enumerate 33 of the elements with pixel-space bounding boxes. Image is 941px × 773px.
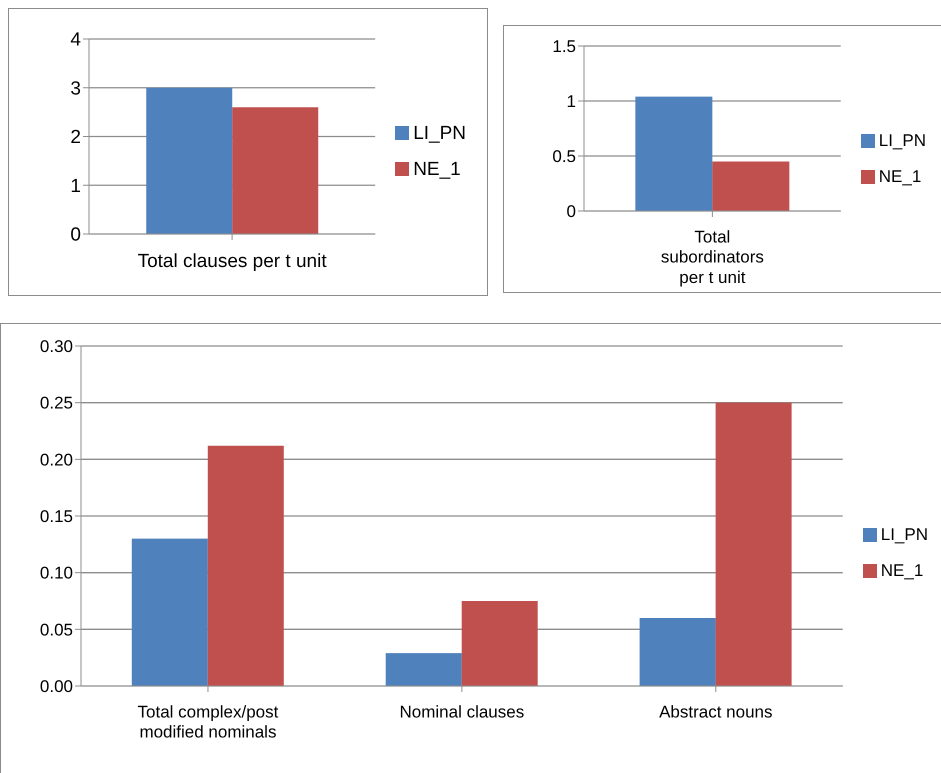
- legend-label: NE_1: [878, 166, 922, 186]
- legend-label: NE_1: [413, 158, 461, 180]
- y-tick-label: 0: [70, 224, 81, 246]
- y-tick-label: 2: [70, 127, 81, 148]
- y-tick-label: 0.30: [40, 337, 73, 356]
- legend-label: LI_PN: [413, 122, 466, 144]
- y-tick-label: 0.15: [40, 507, 73, 526]
- x-tick-label: Total subordinators per t unit: [660, 227, 764, 288]
- legend-label: NE_1: [880, 560, 924, 580]
- x-tick-label: Nominal clauses: [400, 702, 524, 722]
- y-tick-label: 3: [70, 78, 81, 100]
- legend-label: LI_PN: [878, 130, 926, 150]
- x-tick-label: Abstract nouns: [659, 702, 772, 722]
- bar: [386, 653, 462, 686]
- y-tick-label: 1: [566, 92, 576, 112]
- bar: [462, 601, 538, 686]
- y-tick-label: 0: [566, 202, 576, 222]
- x-tick-label: Total complex/post modified nominals: [138, 702, 279, 742]
- y-tick-label: 4: [70, 30, 82, 51]
- bar: [640, 618, 716, 686]
- y-tick-label: 0.00: [40, 677, 73, 696]
- y-tick-label: 0.5: [552, 147, 576, 166]
- y-tick-label: 1.5: [552, 37, 576, 56]
- bar: [716, 402, 792, 686]
- legend-label: LI_PN: [880, 524, 928, 544]
- x-tick-label: Total clauses per t unit: [138, 251, 328, 272]
- bar: [132, 538, 208, 686]
- y-tick-label: 1: [70, 176, 81, 197]
- y-tick-label: 0.20: [40, 450, 73, 470]
- y-tick-label: 0.05: [40, 620, 73, 640]
- y-tick-label: 0.25: [40, 394, 73, 413]
- y-tick-label: 0.10: [40, 564, 73, 583]
- bar: [208, 446, 284, 686]
